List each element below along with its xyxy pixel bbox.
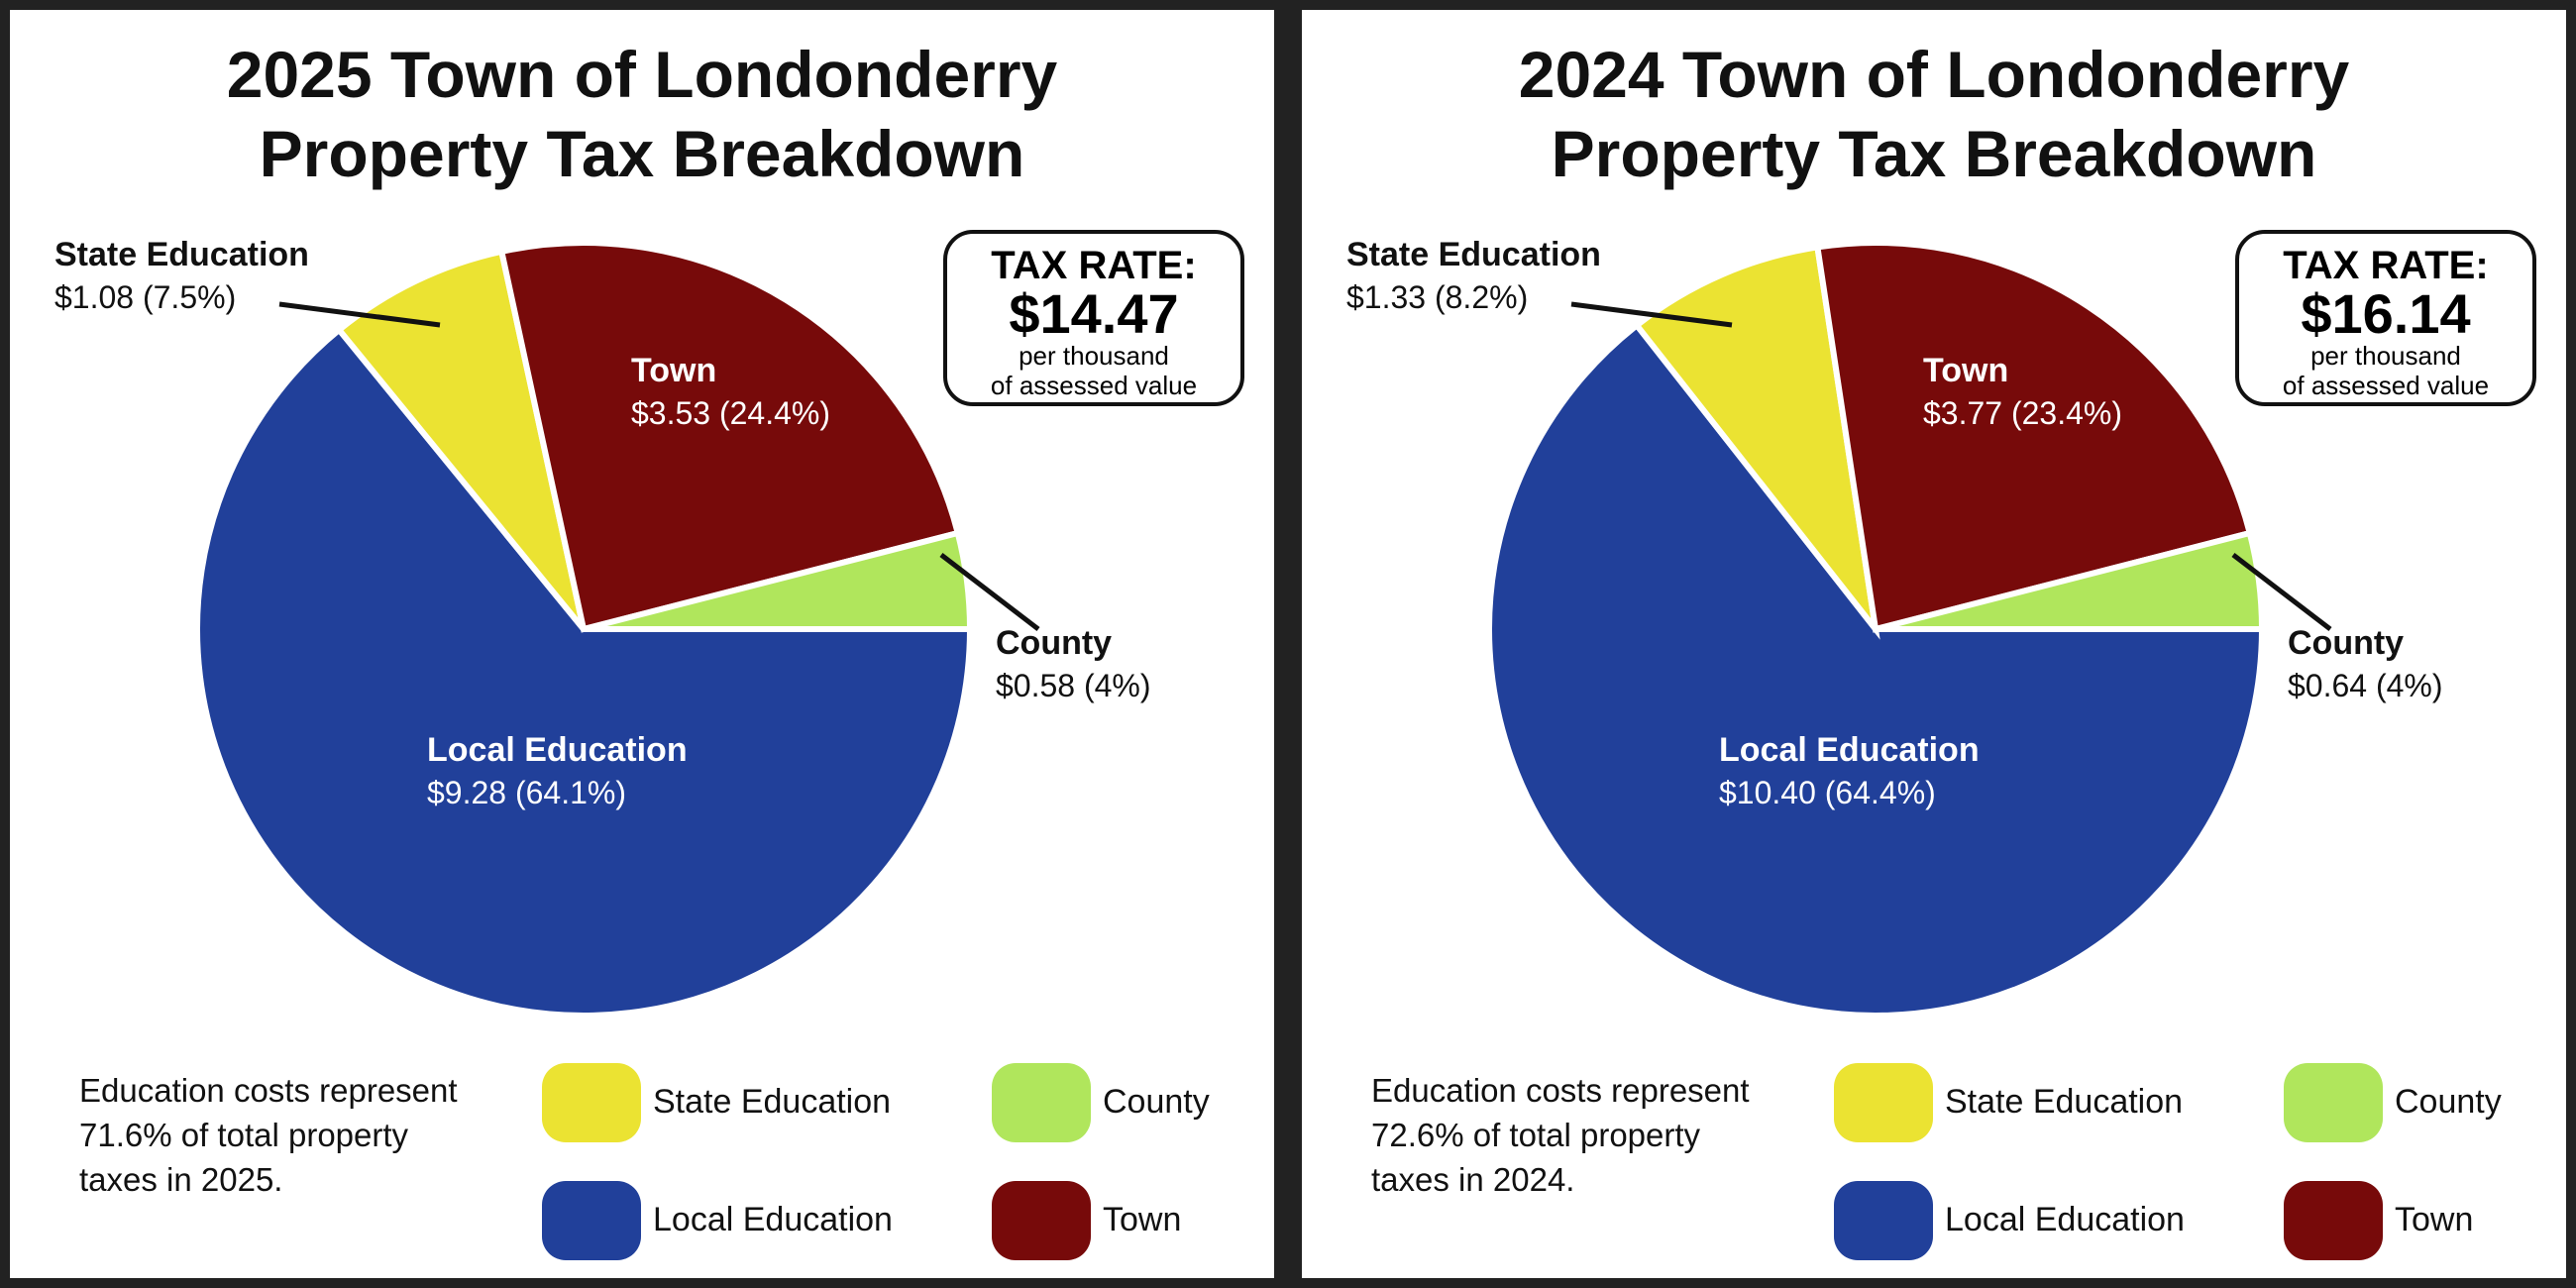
slice-label-state-education: State Education (54, 236, 309, 273)
education-note: Education costs represent 72.6% of total… (1371, 1072, 1750, 1198)
slice-value-state-education: $1.33 (8.2%) (1346, 279, 1529, 315)
legend-swatch (542, 1181, 641, 1260)
chart-title-line-2: Property Tax Breakdown (1551, 117, 2317, 190)
slice-value-county: $0.64 (4%) (2288, 668, 2443, 703)
chart-title-line-2: Property Tax Breakdown (259, 117, 1025, 190)
leader-line (278, 301, 441, 328)
legend-label: State Education (1945, 1083, 2184, 1121)
pie-chart-panel: 2024 Town of Londonderry Property Tax Bre… (1292, 0, 2576, 1288)
tax-rate-label: TAX RATE: (2283, 244, 2489, 287)
chart-title-line-1: 2024 Town of Londonderry (1518, 38, 2350, 111)
slice-value-town: $3.53 (24.4%) (631, 395, 831, 431)
tax-rate-value: $14.47 (1009, 282, 1179, 345)
legend-swatch (992, 1063, 1091, 1142)
pie-slice-county (1875, 529, 2266, 632)
tax-rate-box: TAX RATE: $14.47 per thousand of assessed v… (943, 230, 1244, 406)
slice-label-local-education: Local Education (427, 731, 688, 769)
slice-value-local-education: $10.40 (64.4%) (1719, 775, 1936, 810)
slice-label-county: County (996, 624, 1113, 662)
slice-label-town: Town (1923, 352, 2009, 389)
tax-rate-unit: of assessed value (990, 371, 1198, 400)
legend-swatch (1834, 1181, 1933, 1260)
legend-label: Town (2395, 1201, 2474, 1238)
pie-slice-local-education (1486, 321, 2266, 1019)
legend-label: Local Education (653, 1201, 893, 1238)
education-note: Education costs represent 71.6% of total… (79, 1072, 458, 1198)
pie-chart (1486, 240, 2332, 1019)
pie-slice-state-education (335, 248, 587, 631)
legend-label: Town (1103, 1201, 1182, 1238)
legend-swatch (2284, 1063, 2383, 1142)
leader-line (2231, 553, 2332, 631)
pie-slice-local-education (194, 325, 974, 1019)
legend-swatch (992, 1181, 1091, 1260)
pie-slice-county (583, 529, 974, 632)
slice-label-town: Town (631, 352, 717, 389)
slice-label-local-education: Local Education (1719, 731, 1980, 769)
slice-value-county: $0.58 (4%) (996, 668, 1151, 703)
tax-rate-box: TAX RATE: $16.14 per thousand of assessed v… (2235, 230, 2536, 406)
leader-line (1570, 301, 1733, 328)
tax-rate-unit: per thousand (1019, 341, 1169, 371)
pie-chart (194, 240, 1040, 1019)
tax-rate-value: $16.14 (2301, 282, 2471, 345)
slice-label-state-education: State Education (1346, 236, 1601, 273)
legend-label: County (2395, 1083, 2502, 1121)
legend-swatch (1834, 1063, 1933, 1142)
chart-title-line-1: 2025 Town of Londonderry (226, 38, 1058, 111)
leader-line (939, 553, 1040, 631)
pie-chart-panel: 2025 Town of Londonderry Property Tax Bre… (0, 0, 1284, 1288)
slice-value-state-education: $1.08 (7.5%) (54, 279, 237, 315)
tax-rate-label: TAX RATE: (991, 244, 1197, 287)
pie-slice-state-education (1632, 244, 1880, 640)
legend-label: State Education (653, 1083, 892, 1121)
legend-label: County (1103, 1083, 1210, 1121)
legend-label: Local Education (1945, 1201, 2185, 1238)
slice-label-county: County (2288, 624, 2405, 662)
tax-rate-unit: of assessed value (2282, 371, 2490, 400)
slice-value-town: $3.77 (23.4%) (1923, 395, 2123, 431)
legend-swatch (542, 1063, 641, 1142)
pie-slice-town (1813, 240, 2254, 633)
tax-rate-unit: per thousand (2310, 341, 2461, 371)
legend-swatch (2284, 1181, 2383, 1260)
pie-slice-town (497, 240, 962, 633)
slice-value-local-education: $9.28 (64.1%) (427, 775, 627, 810)
